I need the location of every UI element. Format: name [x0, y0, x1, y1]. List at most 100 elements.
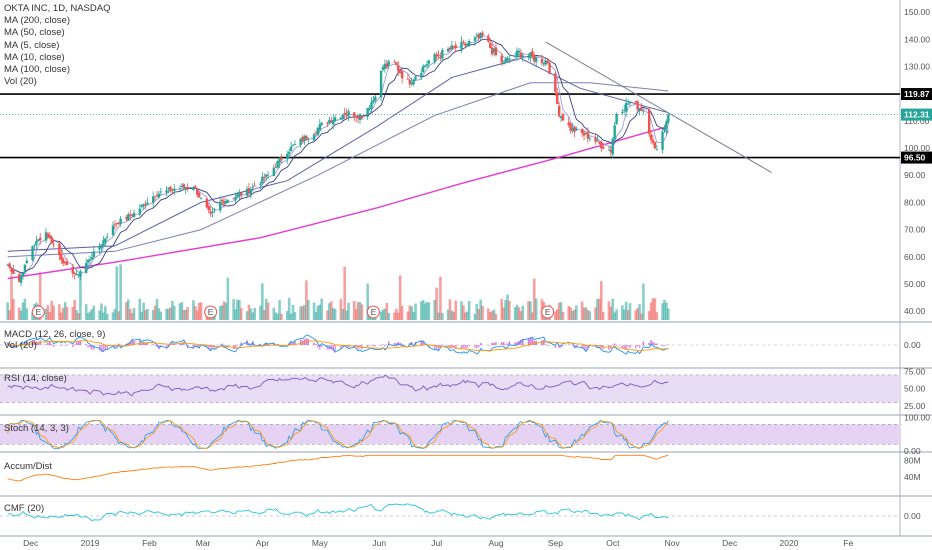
macd-hist-bar [543, 340, 545, 345]
candle-body [253, 185, 256, 187]
volume-bar [142, 302, 145, 320]
candle-body [624, 103, 628, 112]
candle-body [98, 246, 101, 250]
volume-bar [88, 311, 92, 320]
candle-body [667, 114, 670, 123]
volume-bar [387, 312, 391, 320]
macd-hist-bar [87, 345, 89, 348]
candle-body [607, 149, 611, 151]
volume-bar [232, 299, 235, 320]
volume-bar [666, 308, 670, 320]
macd-hist-bar [10, 345, 13, 348]
candle-body [638, 108, 641, 111]
volume-bar [23, 298, 27, 320]
macd-hist-bar [26, 341, 28, 345]
candle-body [245, 188, 249, 196]
rsi-line [7, 375, 669, 397]
volume-bar [437, 312, 440, 320]
candle-body [10, 268, 13, 272]
macd-hist-bar [652, 341, 654, 345]
volume-bar [598, 299, 601, 320]
volume-bar [266, 302, 270, 320]
macd-hist-bar [642, 341, 645, 345]
volume-bar [61, 307, 65, 320]
candle-body [263, 176, 266, 179]
candle-body [6, 264, 9, 266]
volume-bar [555, 309, 559, 320]
volume-bar [441, 313, 444, 320]
volume-bar [199, 302, 203, 320]
volume-bar [354, 309, 358, 320]
macd-hist-bar [223, 345, 225, 347]
candle-body [194, 186, 197, 189]
candle-body [640, 107, 643, 111]
candle-body [531, 51, 534, 57]
candle-body [240, 192, 243, 196]
candle-body [454, 45, 457, 49]
macd-hist-bar [453, 345, 455, 348]
volume-bar [52, 305, 55, 320]
macd-hist-bar [225, 345, 227, 347]
stoch-band [0, 424, 900, 445]
candle-body [19, 276, 23, 283]
volume-bar [464, 312, 467, 320]
macd-hist-bar [198, 345, 200, 349]
candle-body [636, 101, 639, 110]
volume-bar [665, 302, 668, 320]
candle-body [540, 59, 544, 63]
candle-body [345, 113, 348, 115]
candle-body [561, 114, 565, 121]
volume-bar [92, 305, 96, 320]
candle-body [182, 184, 186, 188]
macd-hist-bar [48, 341, 51, 345]
candle-body [35, 240, 38, 245]
ma100-line [7, 82, 669, 258]
volume-bar [299, 306, 302, 320]
volume-bar [506, 294, 509, 320]
cmf-line [7, 503, 669, 522]
volume-bar [473, 313, 477, 320]
volume-bar [236, 299, 239, 320]
volume-bar [316, 305, 320, 320]
volume-bar [488, 312, 492, 320]
macd-hist-bar [156, 345, 158, 347]
macd-hist-bar [207, 345, 210, 349]
earnings-marker [366, 305, 380, 319]
volume-bar [318, 304, 322, 320]
volume-bar [383, 308, 387, 320]
candle-body [86, 260, 90, 263]
macd-hist-bar [77, 341, 80, 345]
macd-hist-bar [562, 345, 564, 346]
macd-hist-bar [454, 345, 457, 350]
candle-body [399, 70, 402, 74]
volume-bar [71, 306, 75, 320]
candle-body [171, 189, 174, 191]
candle-body [328, 120, 331, 124]
macd-hist-bar [477, 345, 480, 347]
candle-body [169, 186, 172, 191]
volume-bar [460, 301, 463, 320]
candle-body [601, 146, 605, 149]
volume-bar [165, 308, 168, 320]
macd-hist-bar [89, 345, 91, 348]
macd-hist-bar [265, 342, 267, 345]
candle-body [213, 209, 216, 211]
candle-body [307, 138, 310, 140]
stoch-d-line [7, 419, 669, 449]
price-tick-label: 80.00 [904, 197, 926, 207]
candle-body [144, 204, 147, 206]
candle-body [153, 196, 157, 198]
volume-bar [515, 304, 519, 320]
macd-hist-bar [317, 345, 319, 348]
macd-hist-bar [93, 345, 95, 350]
macd-hist-bar [629, 345, 631, 348]
volume-bar [452, 311, 456, 320]
volume-bar [494, 313, 498, 320]
macd-hist-bar [479, 343, 482, 345]
volume-bar [218, 306, 222, 320]
macd-hist-bar [621, 345, 624, 349]
volume-bar [651, 298, 655, 320]
volume-bar [339, 298, 343, 320]
accum-tick-label: 80M [904, 455, 921, 465]
